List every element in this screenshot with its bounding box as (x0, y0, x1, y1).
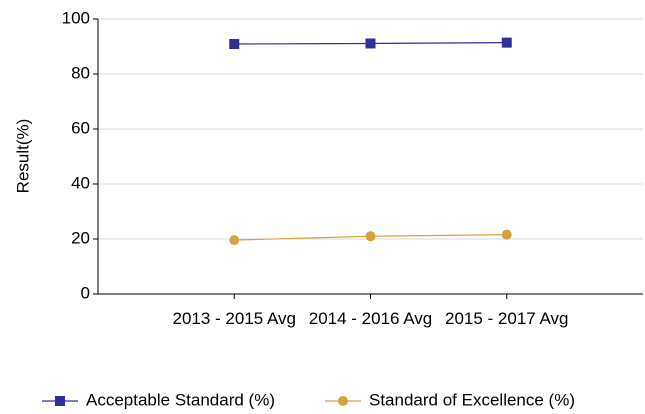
legend-marker (338, 396, 348, 406)
y-tick-label: 80 (71, 63, 90, 82)
x-tick-label: 2015 - 2017 Avg (444, 309, 569, 328)
legend-label: Standard of Excellence (%) (369, 390, 575, 409)
x-tick-label: 2014 - 2016 Avg (308, 309, 433, 328)
data-point (365, 38, 376, 49)
data-point (229, 39, 240, 50)
legend-marker (55, 396, 65, 406)
legend-label: Acceptable Standard (%) (86, 390, 275, 409)
data-point (229, 235, 240, 246)
data-point (501, 229, 512, 240)
y-axis-label: Result(%) (13, 119, 32, 194)
y-tick-label: 60 (71, 118, 90, 137)
y-tick-label: 20 (71, 228, 90, 247)
data-point (365, 231, 376, 242)
y-tick-label: 100 (62, 8, 90, 27)
data-point (501, 37, 512, 48)
y-tick-label: 0 (81, 283, 90, 302)
x-tick-label: 2013 - 2015 Avg (172, 309, 296, 328)
y-tick-label: 40 (71, 173, 90, 192)
